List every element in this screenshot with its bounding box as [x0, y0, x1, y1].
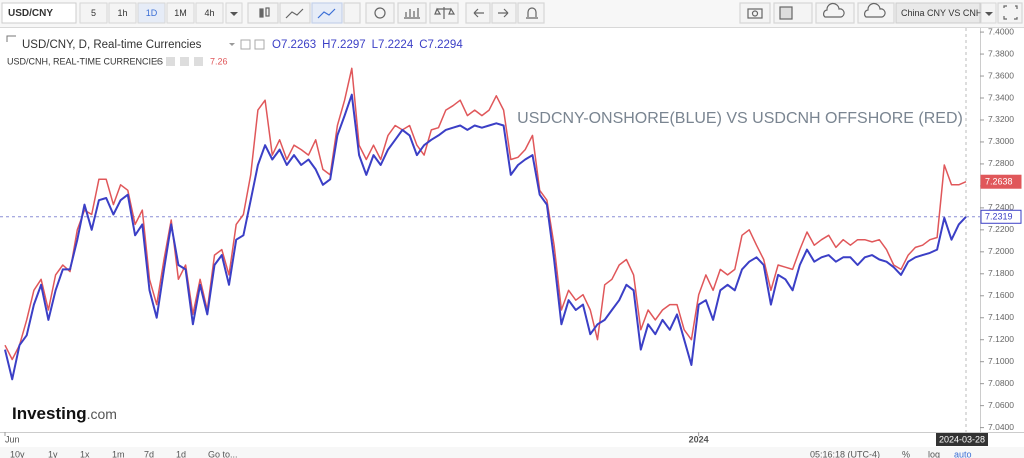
alert-button[interactable] — [517, 2, 545, 24]
range-button[interactable]: Go to... — [208, 449, 238, 458]
series-line — [4, 67, 967, 361]
y-tick-label: 7.3800 — [988, 48, 1014, 58]
date-tag-label: 2024-03-28 — [939, 434, 985, 444]
interval-label[interactable]: 5 — [91, 8, 96, 18]
range-button[interactable]: 1y — [48, 449, 58, 458]
ohlc-value: 7.2263 — [281, 39, 316, 51]
x-tick-label: 2024 — [689, 434, 709, 444]
settings-button[interactable] — [365, 2, 395, 24]
price-tag-label: 7.2638 — [985, 177, 1013, 187]
ohlc-value: 7.2224 — [378, 39, 414, 51]
y-tick-label: 7.2400 — [988, 202, 1014, 212]
interval-label[interactable]: 1M — [174, 8, 187, 18]
price-tag — [980, 174, 1022, 189]
legend-second-value: 7.26 — [210, 56, 228, 66]
y-tick-label: 7.0600 — [988, 400, 1014, 410]
range-button[interactable]: 7d — [144, 449, 154, 458]
range-button[interactable]: 1x — [80, 449, 90, 458]
symbol[interactable]: USD/CNY — [8, 8, 53, 19]
ohlc-value: 7.2294 — [428, 39, 464, 51]
ohlc-label: C — [419, 39, 427, 51]
range-button[interactable]: 1m — [112, 449, 125, 458]
legend-second: USD/CNH, REAL-TIME CURRENCIES — [7, 56, 163, 66]
y-tick-label: 7.1200 — [988, 334, 1014, 344]
y-tick-label: 7.2800 — [988, 158, 1014, 168]
scale-option[interactable]: % — [902, 449, 910, 458]
y-tick-label: 7.2200 — [988, 224, 1014, 234]
footer-time: 05:16:18 (UTC-4) — [810, 449, 880, 458]
range-button[interactable]: 1d — [176, 449, 186, 458]
legend: USD/CNY, D, Real-time Currencies O7.2263… — [6, 35, 463, 66]
y-tick-label: 7.3200 — [988, 114, 1014, 124]
interval-button[interactable] — [137, 2, 166, 24]
logo-suffix: .com — [87, 406, 117, 422]
y-tick-label: 7.2000 — [988, 246, 1014, 256]
annotation: USDCNY-ONSHORE(BLUE) VS USDCNH OFFSHORE … — [517, 110, 963, 127]
symbol-box[interactable] — [1, 2, 77, 24]
price-tag-label: 7.2319 — [985, 212, 1013, 222]
area-button[interactable] — [279, 2, 311, 24]
logo-brand: Investing — [12, 404, 87, 423]
snapshot-button[interactable] — [739, 2, 771, 24]
x-tick-label: Jun — [5, 434, 20, 444]
indicators-button[interactable] — [397, 2, 427, 24]
y-tick-label: 7.1800 — [988, 268, 1014, 278]
y-tick-label: 7.4000 — [988, 26, 1014, 36]
fullscreen-button[interactable] — [997, 2, 1023, 24]
price-tag — [980, 209, 1022, 224]
load-button[interactable] — [815, 2, 855, 24]
y-tick-label: 7.3600 — [988, 70, 1014, 80]
save-button[interactable] — [857, 2, 895, 24]
scale-option[interactable]: auto — [954, 449, 972, 458]
ohlc-value: 7.2297 — [330, 39, 365, 51]
y-tick-label: 7.3000 — [988, 136, 1014, 146]
interval-label[interactable]: 1h — [117, 8, 127, 18]
logo: Investing.com — [12, 404, 117, 423]
y-tick-label: 7.1000 — [988, 356, 1014, 366]
ohlc-label: L — [372, 39, 379, 51]
interval-button[interactable] — [108, 2, 137, 24]
y-tick-label: 7.3400 — [988, 92, 1014, 102]
interval-label[interactable]: 1D — [146, 8, 158, 18]
ohlc-label: O — [272, 39, 281, 51]
line-button[interactable] — [311, 2, 343, 24]
y-tick-label: 7.0800 — [988, 378, 1014, 388]
series-line — [4, 93, 967, 381]
ohlc-label: H — [322, 39, 330, 51]
interval-button[interactable] — [195, 2, 224, 24]
y-tick-label: 7.1400 — [988, 312, 1014, 322]
y-tick-label: 7.0400 — [988, 422, 1014, 432]
interval-label[interactable]: 4h — [204, 8, 214, 18]
footer — [0, 447, 1024, 458]
interval-button[interactable] — [166, 2, 195, 24]
compare-name[interactable]: China CNY VS CNH — [901, 8, 982, 18]
range-button[interactable]: 10y — [10, 449, 25, 458]
chart-type-menu[interactable] — [343, 2, 361, 24]
interval-button[interactable] — [79, 2, 108, 24]
compare-select[interactable] — [895, 2, 981, 24]
scale-option[interactable]: log — [928, 449, 940, 458]
date-tag — [936, 433, 988, 446]
y-tick-label: 7.1600 — [988, 290, 1014, 300]
ohlc: O7.2263 H7.2297 L7.2224 C7.2294 — [272, 39, 463, 51]
legend-main: USD/CNY, D, Real-time Currencies — [22, 39, 202, 51]
